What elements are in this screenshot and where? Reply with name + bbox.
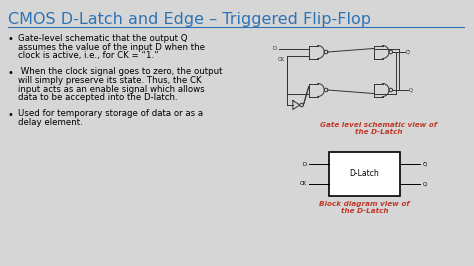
Text: CK: CK — [278, 57, 285, 62]
Text: When the clock signal goes to zero, the output: When the clock signal goes to zero, the … — [18, 68, 222, 77]
Text: Q̅: Q̅ — [406, 49, 410, 55]
Text: Gate-level schematic that the output Q: Gate-level schematic that the output Q — [18, 34, 187, 43]
Text: D: D — [302, 162, 307, 167]
Text: D: D — [273, 46, 277, 51]
Text: Used for temporary storage of data or as a: Used for temporary storage of data or as… — [18, 110, 203, 118]
Text: CMOS D-Latch and Edge – Triggered Flip-Flop: CMOS D-Latch and Edge – Triggered Flip-F… — [8, 12, 371, 27]
Text: D-Latch: D-Latch — [350, 169, 380, 178]
Text: Block diagram view of
the D-Latch: Block diagram view of the D-Latch — [319, 201, 410, 214]
Text: CK: CK — [300, 181, 307, 186]
Text: assumes the value of the input D when the: assumes the value of the input D when th… — [18, 43, 205, 52]
Bar — [328, 152, 401, 196]
Text: delay element.: delay element. — [18, 118, 82, 127]
Text: data to be accepted into the D-latch.: data to be accepted into the D-latch. — [18, 93, 178, 102]
Text: •: • — [8, 110, 14, 119]
Text: Q: Q — [422, 181, 427, 186]
Text: Q: Q — [409, 88, 412, 93]
Text: •: • — [8, 68, 14, 77]
Text: input acts as an enable signal which allows: input acts as an enable signal which all… — [18, 85, 205, 94]
Text: clock is active, i.e., for CK = “1.”: clock is active, i.e., for CK = “1.” — [18, 51, 159, 60]
Text: Gate level schematic view of
the D-Latch: Gate level schematic view of the D-Latch — [320, 122, 437, 135]
Text: •: • — [8, 34, 14, 44]
Text: will simply preserve its state. Thus, the CK: will simply preserve its state. Thus, th… — [18, 76, 201, 85]
Text: Q̅: Q̅ — [422, 162, 427, 167]
